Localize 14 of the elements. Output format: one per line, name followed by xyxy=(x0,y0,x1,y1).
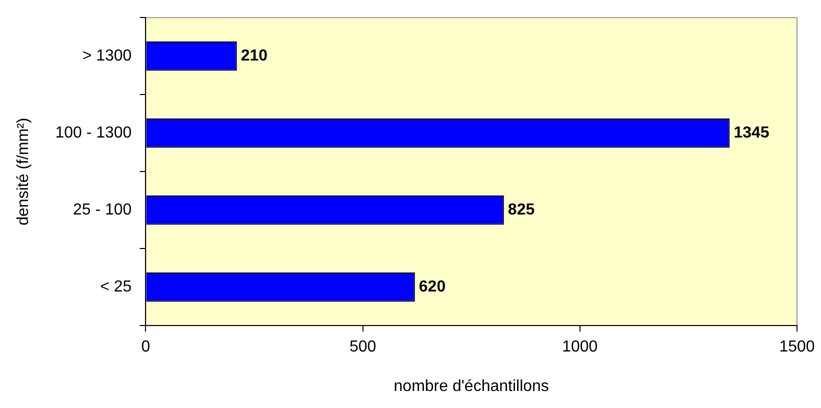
x-tick-label: 1000 xyxy=(562,338,598,356)
data-label: 210 xyxy=(240,48,268,65)
y-tick-label: 100 - 1300 xyxy=(55,124,132,142)
y-tick-label: > 1300 xyxy=(82,48,132,65)
y-tick-label: 25 - 100 xyxy=(72,202,132,219)
y-tick-label: < 25 xyxy=(100,278,132,296)
x-tick-label: 1500 xyxy=(779,338,815,356)
x-axis-title: nombre d'échantillons xyxy=(394,378,549,395)
data-label: 620 xyxy=(418,278,446,296)
data-label: 1345 xyxy=(734,124,770,142)
x-tick-label: 500 xyxy=(349,338,376,356)
data-label: 825 xyxy=(508,202,535,219)
x-tick-label: 0 xyxy=(141,338,150,356)
y-axis-title: densité (f/mm²) xyxy=(15,118,32,226)
